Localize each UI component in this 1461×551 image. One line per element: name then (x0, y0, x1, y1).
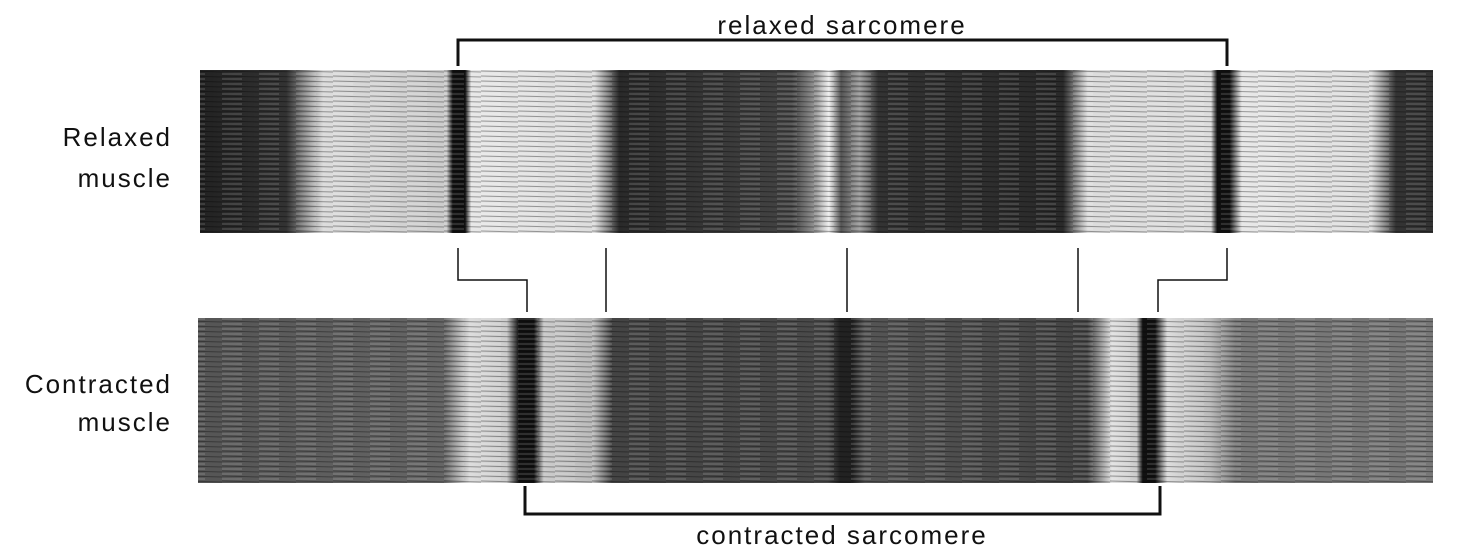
bracket-label: relaxed sarcomere (717, 10, 966, 40)
row-label: muscle (78, 407, 172, 437)
row-label: Relaxed (63, 122, 172, 152)
bracket-label: contracted sarcomere (696, 520, 987, 550)
striations (198, 318, 1433, 483)
row-label: Contracted (25, 369, 172, 399)
bracket (523, 486, 1162, 516)
striations (200, 70, 1433, 233)
bracket (456, 38, 1229, 66)
connectors (457, 248, 1228, 312)
row-label: muscle (78, 163, 172, 193)
